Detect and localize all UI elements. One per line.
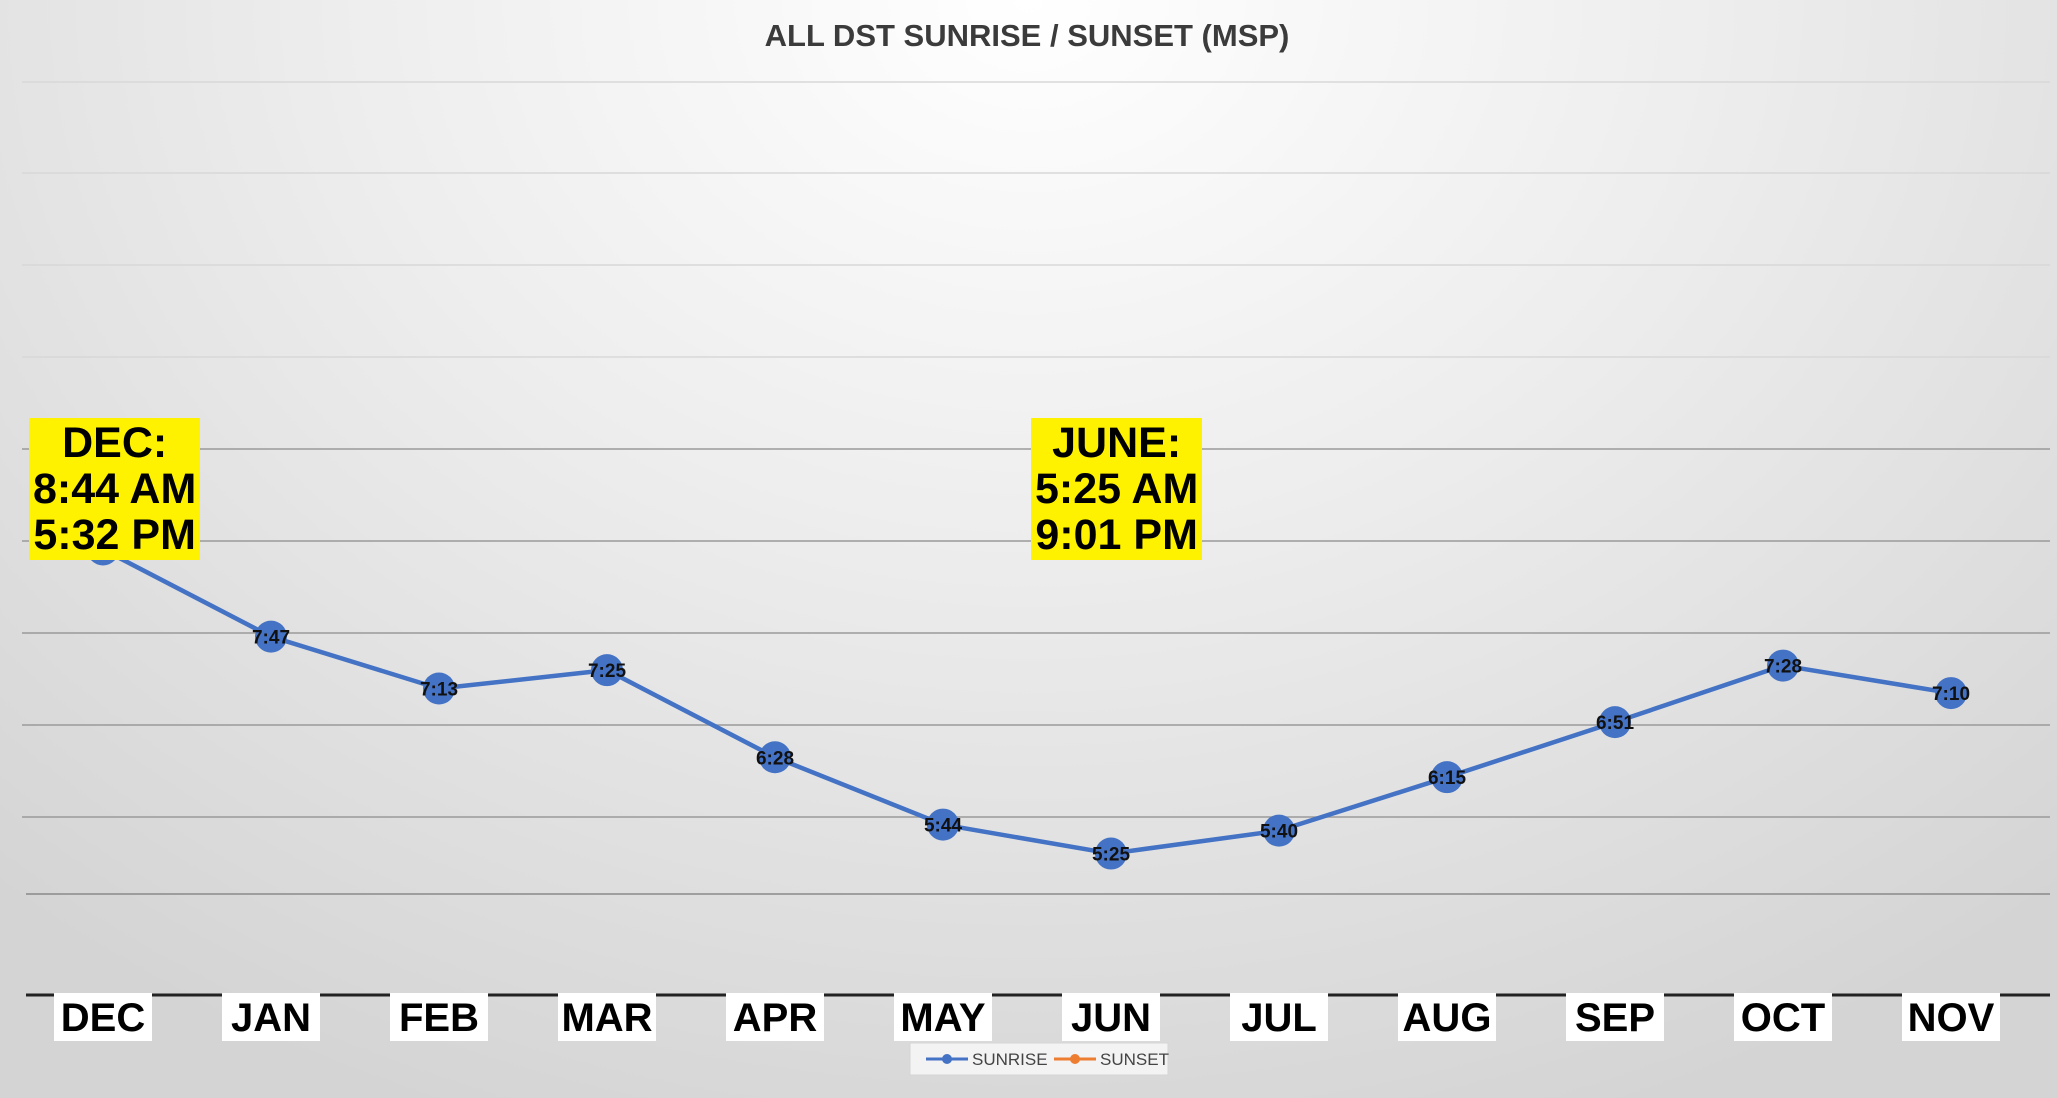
data-point-sunrise bbox=[1431, 761, 1463, 794]
callout-june: JUNE: 5:25 AM 9:01 PM bbox=[1031, 418, 1203, 560]
x-tick-label-background bbox=[558, 993, 656, 1041]
data-point-sunrise bbox=[1767, 649, 1799, 682]
x-tick-label-text: MAY bbox=[900, 996, 986, 1040]
callout-dec: DEC: 8:44 AM 5:32 PM bbox=[29, 418, 201, 560]
x-tick-label: MAY bbox=[894, 993, 992, 1041]
data-point-sunrise bbox=[591, 654, 623, 687]
x-tick-label-text: SEP bbox=[1575, 996, 1655, 1040]
x-tick-label-background bbox=[1398, 993, 1496, 1041]
x-tick-label-text: FEB bbox=[399, 996, 479, 1040]
x-tick-label-text: MAR bbox=[561, 996, 652, 1040]
x-tick-label-background bbox=[1902, 993, 2000, 1041]
x-tick-label-background bbox=[222, 993, 320, 1041]
x-tick-label: MAR bbox=[558, 993, 656, 1041]
data-point-sunrise bbox=[759, 741, 791, 774]
data-label-sunrise: 7:13 bbox=[420, 680, 458, 701]
callout-june-sunrise: 5:25 AM bbox=[1035, 465, 1199, 513]
data-point-sunrise bbox=[1095, 837, 1127, 870]
x-tick-label-background bbox=[1566, 993, 1664, 1041]
x-tick-label-background bbox=[726, 993, 824, 1041]
data-point-sunrise bbox=[1263, 814, 1295, 847]
x-tick-label-text: NOV bbox=[1908, 996, 1995, 1040]
legend-item-sunrise: SUNRISE bbox=[926, 1050, 1048, 1069]
callout-june-heading: JUNE: bbox=[1052, 419, 1182, 467]
x-tick-label: OCT bbox=[1734, 993, 1832, 1041]
legend-item-sunset: SUNSET bbox=[1054, 1050, 1169, 1069]
legend-label-sunset: SUNSET bbox=[1100, 1050, 1169, 1069]
x-tick-label-text: DEC bbox=[61, 996, 145, 1040]
legend-marker-sunset bbox=[1070, 1054, 1080, 1064]
data-point-sunrise bbox=[255, 620, 287, 653]
x-tick-label-text: AUG bbox=[1403, 996, 1492, 1040]
data-label-sunrise: 5:25 bbox=[1092, 845, 1130, 866]
x-tick-label-background bbox=[390, 993, 488, 1041]
chart-title: ALL DST SUNRISE / SUNSET (MSP) bbox=[765, 18, 1290, 53]
x-tick-label: JUN bbox=[1062, 993, 1160, 1041]
callout-dec-heading: DEC: bbox=[62, 419, 168, 467]
data-label-sunrise: 5:44 bbox=[924, 816, 962, 837]
data-label-sunrise: 6:28 bbox=[756, 748, 794, 769]
callout-june-sunset: 9:01 PM bbox=[1035, 511, 1198, 559]
data-label-sunrise: 7:10 bbox=[1932, 684, 1970, 705]
x-tick-label: FEB bbox=[390, 993, 488, 1041]
data-label-sunrise: 6:51 bbox=[1596, 713, 1634, 734]
legend-label-sunrise: SUNRISE bbox=[972, 1050, 1048, 1069]
x-axis: DEC JAN FEB MAR APR MAY JUN JUL AUG SEP OCT NOV bbox=[26, 993, 2050, 1041]
x-tick-label-text: JAN bbox=[231, 996, 311, 1040]
x-tick-label-background bbox=[894, 993, 992, 1041]
series-line-sunrise bbox=[101, 547, 1952, 856]
x-tick-label: AUG bbox=[1398, 993, 1496, 1041]
x-tick-label: NOV bbox=[1902, 993, 2000, 1041]
x-tick-label-text: OCT bbox=[1741, 996, 1825, 1040]
series-sunrise: 8:447:477:137:256:285:445:255:406:156:51… bbox=[84, 533, 1970, 870]
legend: SUNRISE SUNSET bbox=[909, 1042, 1169, 1076]
data-label-sunrise: 5:40 bbox=[1260, 822, 1298, 843]
x-tick-label-text: JUN bbox=[1071, 996, 1151, 1040]
data-label-sunrise: 7:47 bbox=[252, 628, 290, 649]
x-tick-label: SEP bbox=[1566, 993, 1664, 1041]
x-tick-label: APR bbox=[726, 993, 824, 1041]
x-tick-label-background bbox=[1230, 993, 1328, 1041]
x-tick-label: DEC bbox=[54, 993, 152, 1041]
data-point-sunrise bbox=[1599, 706, 1631, 739]
x-tick-label: JAN bbox=[222, 993, 320, 1041]
x-tick-label-background bbox=[54, 993, 152, 1041]
data-label-sunrise: 7:28 bbox=[1764, 657, 1802, 678]
callout-dec-sunrise: 8:44 AM bbox=[33, 465, 197, 513]
callout-dec-sunset: 5:32 PM bbox=[33, 511, 196, 559]
x-tick-label-background bbox=[1062, 993, 1160, 1041]
data-point-sunrise bbox=[1935, 677, 1967, 710]
x-tick-label-text: APR bbox=[733, 996, 818, 1040]
series-group: 8:447:477:137:256:285:445:255:406:156:51… bbox=[84, 533, 1970, 870]
data-label-sunrise: 7:25 bbox=[588, 661, 626, 682]
data-point-sunrise bbox=[927, 808, 959, 841]
data-label-sunrise: 6:15 bbox=[1428, 768, 1466, 789]
data-point-sunrise bbox=[423, 672, 455, 705]
x-tick-label-background bbox=[1734, 993, 1832, 1041]
x-tick-label-text: JUL bbox=[1241, 996, 1317, 1040]
x-tick-label: JUL bbox=[1230, 993, 1328, 1041]
legend-marker-sunrise bbox=[942, 1054, 952, 1064]
